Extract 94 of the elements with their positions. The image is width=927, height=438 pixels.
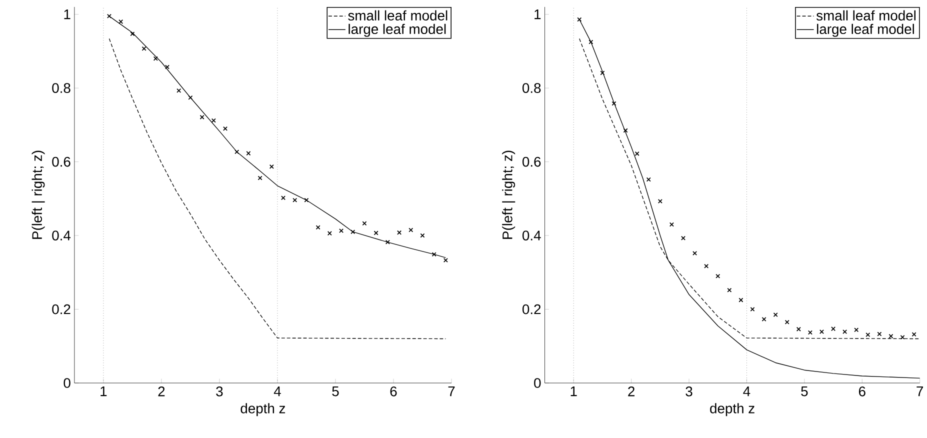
point — [623, 128, 628, 133]
point — [269, 164, 274, 170]
point — [773, 312, 778, 318]
point — [634, 152, 640, 156]
point — [338, 228, 344, 234]
point — [866, 332, 870, 338]
legend-label: small leaf model — [348, 10, 448, 21]
x-tick-label: 2 — [158, 386, 165, 396]
y-tick-label: 0.8 — [52, 83, 70, 94]
point — [188, 96, 193, 100]
point — [280, 196, 286, 200]
point — [200, 115, 204, 120]
point — [738, 298, 744, 303]
x-tick-label: 6 — [390, 386, 397, 397]
y-tick-label: 0 — [534, 378, 541, 388]
point — [796, 327, 801, 332]
point — [692, 251, 698, 256]
y-tick-label: 0.8 — [522, 83, 541, 94]
y-tick-label: 0.4 — [52, 230, 71, 241]
x-tick-label: 3 — [686, 386, 692, 397]
point — [246, 151, 251, 156]
point — [234, 150, 240, 154]
x-tick-label: 4 — [743, 386, 750, 396]
point — [831, 326, 836, 332]
point — [888, 334, 894, 339]
point — [912, 332, 916, 337]
point — [784, 320, 790, 325]
point — [762, 317, 766, 322]
point — [658, 199, 662, 204]
point — [222, 126, 228, 132]
point — [327, 231, 332, 236]
point — [350, 230, 356, 234]
point — [142, 46, 146, 52]
x-tick-label: 1 — [570, 386, 577, 396]
y-tick-label: 1 — [64, 10, 70, 20]
point — [716, 274, 720, 279]
point — [432, 252, 436, 257]
x-tick-label: 5 — [332, 386, 339, 396]
x-tick-label: 6 — [858, 386, 866, 397]
point — [304, 198, 309, 203]
y-tick-label: 0.2 — [52, 304, 70, 314]
point — [842, 330, 848, 334]
point — [680, 236, 686, 241]
point — [900, 335, 905, 340]
point — [808, 330, 812, 335]
x-tick-label: 7 — [448, 386, 455, 396]
point — [854, 328, 859, 332]
point — [646, 177, 651, 182]
y-tick-label: 0.6 — [52, 157, 70, 167]
point — [750, 307, 755, 312]
x-axis-title: depth z — [710, 403, 754, 416]
y-tick-label: 0.4 — [522, 230, 541, 241]
point — [669, 222, 674, 227]
point — [397, 230, 402, 236]
point — [612, 101, 616, 106]
point — [164, 64, 170, 70]
point — [292, 198, 298, 203]
point — [420, 233, 425, 238]
x-tick-label: 2 — [628, 386, 634, 396]
y-axis-title: P(left | right; z) — [32, 151, 45, 240]
point — [118, 20, 124, 24]
point — [316, 225, 320, 230]
point — [176, 88, 182, 94]
y-tick-label: 0.6 — [522, 157, 541, 167]
point — [600, 70, 605, 76]
y-tick-label: 0.2 — [522, 304, 541, 314]
x-axis-title: depth z — [240, 403, 286, 416]
point — [258, 176, 262, 180]
point — [704, 264, 709, 269]
point — [385, 240, 390, 245]
y-tick-label: 0 — [64, 378, 70, 388]
x-tick-label: 3 — [216, 386, 223, 397]
point — [408, 228, 414, 232]
point — [374, 230, 378, 236]
point — [362, 221, 367, 226]
legend-label: small leaf model — [816, 10, 916, 21]
legend-label: large leaf model — [817, 24, 914, 37]
x-tick-label: 7 — [916, 386, 923, 396]
legend-label: large leaf model — [348, 24, 446, 37]
point — [211, 118, 216, 123]
x-tick-label: 1 — [100, 386, 107, 396]
y-axis-title: P(left | right; z) — [502, 151, 516, 240]
line-series — [579, 19, 920, 379]
y-tick-label: 1 — [534, 10, 541, 20]
x-tick-label: 4 — [274, 386, 281, 396]
point — [130, 32, 135, 36]
point — [727, 288, 732, 293]
x-tick-label: 5 — [801, 386, 808, 396]
point — [819, 330, 824, 334]
line-series — [108, 38, 446, 340]
point — [153, 56, 158, 62]
point — [877, 332, 882, 336]
point — [443, 258, 448, 263]
point — [588, 40, 594, 44]
